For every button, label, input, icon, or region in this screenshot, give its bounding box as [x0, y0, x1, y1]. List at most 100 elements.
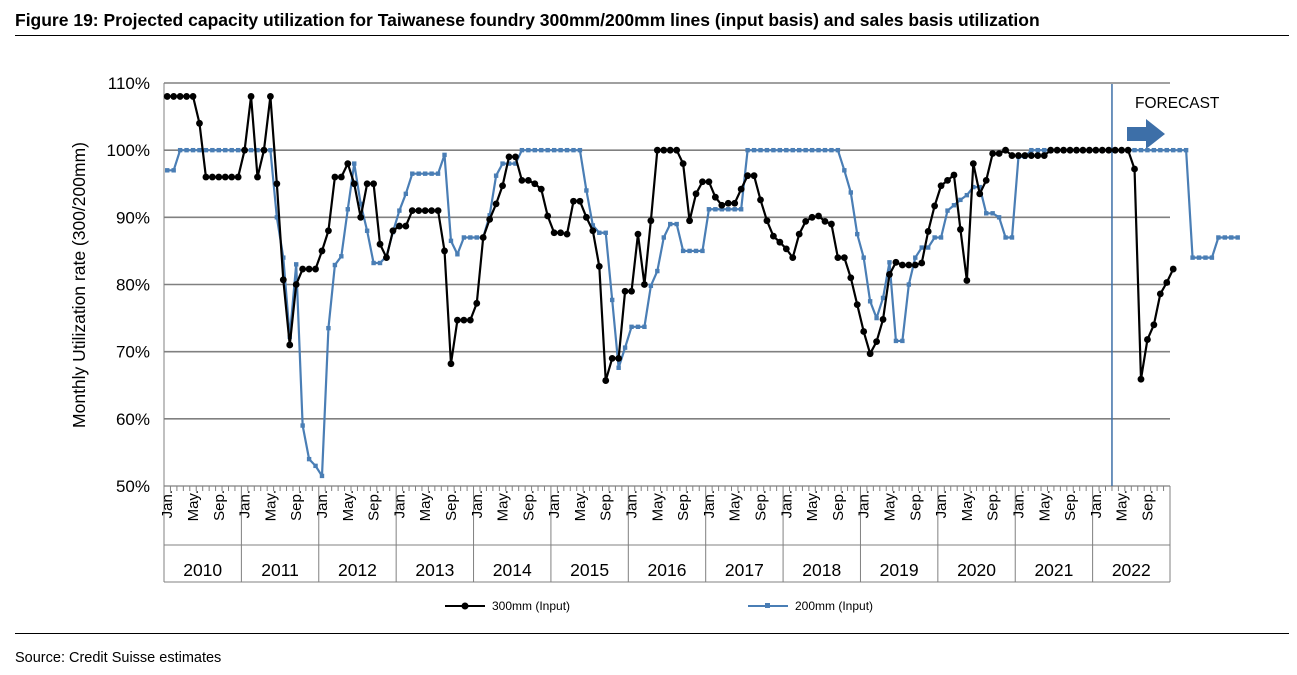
data-point: [370, 180, 377, 188]
data-point: [300, 423, 305, 428]
data-point: [905, 261, 913, 269]
data-point: [815, 212, 822, 220]
data-point: [1190, 255, 1195, 260]
data-point: [782, 245, 790, 253]
data-point: [680, 248, 686, 254]
data-point: [976, 190, 984, 198]
data-point: [318, 247, 326, 255]
data-point: [719, 207, 725, 212]
month-tick-label: Sep.: [753, 490, 770, 521]
data-point: [790, 147, 795, 153]
data-point: [1171, 147, 1176, 153]
year-label: 2012: [338, 560, 377, 580]
data-point: [1009, 235, 1015, 240]
legend-label-300mm: 300mm (Input): [492, 599, 570, 613]
month-tick-label: Jan.: [237, 490, 254, 518]
data-point: [648, 283, 654, 289]
data-point: [479, 234, 487, 241]
data-point: [305, 265, 313, 273]
data-point: [982, 176, 990, 184]
data-point: [486, 215, 494, 223]
data-point: [363, 180, 371, 188]
data-point: [1079, 146, 1087, 154]
month-tick-label: May.: [185, 490, 202, 521]
year-label: 2019: [880, 560, 919, 580]
data-point: [312, 265, 319, 273]
data-point: [1111, 146, 1119, 154]
y-tick-label: 90%: [116, 208, 150, 227]
data-point: [196, 119, 203, 127]
year-label: 2017: [725, 560, 764, 580]
data-point: [945, 208, 950, 213]
data-point: [441, 247, 448, 255]
data-point: [1183, 147, 1189, 153]
month-tick-label: May.: [572, 490, 589, 521]
data-point: [1066, 146, 1074, 154]
data-point: [358, 201, 363, 207]
forecast-arrow: [1127, 119, 1165, 149]
data-point: [1029, 147, 1034, 153]
data-point: [474, 235, 479, 240]
data-point: [1222, 235, 1228, 240]
data-point: [571, 147, 576, 153]
data-point: [776, 238, 784, 246]
data-point: [996, 215, 1002, 220]
data-point: [492, 200, 500, 208]
series-200mm: [165, 147, 1240, 479]
month-tick-label: May.: [1114, 490, 1131, 521]
data-point: [325, 227, 332, 235]
data-point: [208, 173, 216, 181]
month-tick-label: May.: [262, 490, 279, 521]
data-point: [655, 268, 660, 274]
data-point: [795, 230, 803, 238]
data-point: [693, 248, 699, 254]
data-point: [235, 147, 241, 153]
data-point: [1027, 152, 1035, 159]
data-point: [1203, 255, 1208, 260]
data-point: [887, 260, 892, 265]
y-tick-label: 70%: [116, 343, 150, 362]
data-point: [879, 316, 887, 323]
data-point: [958, 197, 963, 203]
data-point: [1047, 146, 1055, 154]
data-point: [299, 265, 307, 273]
data-point: [900, 338, 905, 344]
data-point: [822, 147, 828, 153]
data-point: [886, 271, 893, 278]
data-point: [1158, 147, 1163, 153]
year-label: 2010: [183, 560, 222, 580]
data-point: [1144, 336, 1151, 343]
data-point: [855, 231, 860, 237]
month-tick-label: Jan.: [469, 490, 486, 518]
data-point: [332, 262, 338, 268]
data-point: [647, 217, 655, 225]
data-point: [357, 213, 365, 221]
data-point: [505, 153, 513, 161]
data-point: [279, 276, 287, 284]
month-tick-label: Jan.: [1088, 490, 1105, 518]
y-tick-label: 100%: [107, 141, 150, 160]
data-point: [1229, 235, 1234, 240]
data-point: [429, 171, 434, 176]
y-tick-label: 60%: [116, 410, 150, 429]
data-point: [1053, 146, 1061, 154]
data-point: [666, 146, 674, 154]
data-point: [448, 238, 454, 244]
month-tick-label: Sep.: [1139, 490, 1156, 521]
data-point: [447, 360, 455, 368]
data-point: [848, 190, 853, 195]
data-point: [221, 173, 229, 181]
data-point: [371, 260, 376, 266]
data-point: [853, 301, 861, 309]
month-tick-label: Sep.: [288, 490, 305, 521]
data-point: [732, 207, 737, 212]
month-tick-label: Sep.: [907, 490, 924, 521]
data-point: [319, 473, 325, 479]
data-point: [803, 147, 808, 153]
data-point: [1008, 152, 1016, 159]
data-point: [1216, 235, 1221, 240]
data-point: [376, 240, 384, 248]
data-point: [751, 147, 757, 153]
data-point: [1015, 152, 1022, 159]
month-tick-label: May.: [495, 490, 512, 521]
